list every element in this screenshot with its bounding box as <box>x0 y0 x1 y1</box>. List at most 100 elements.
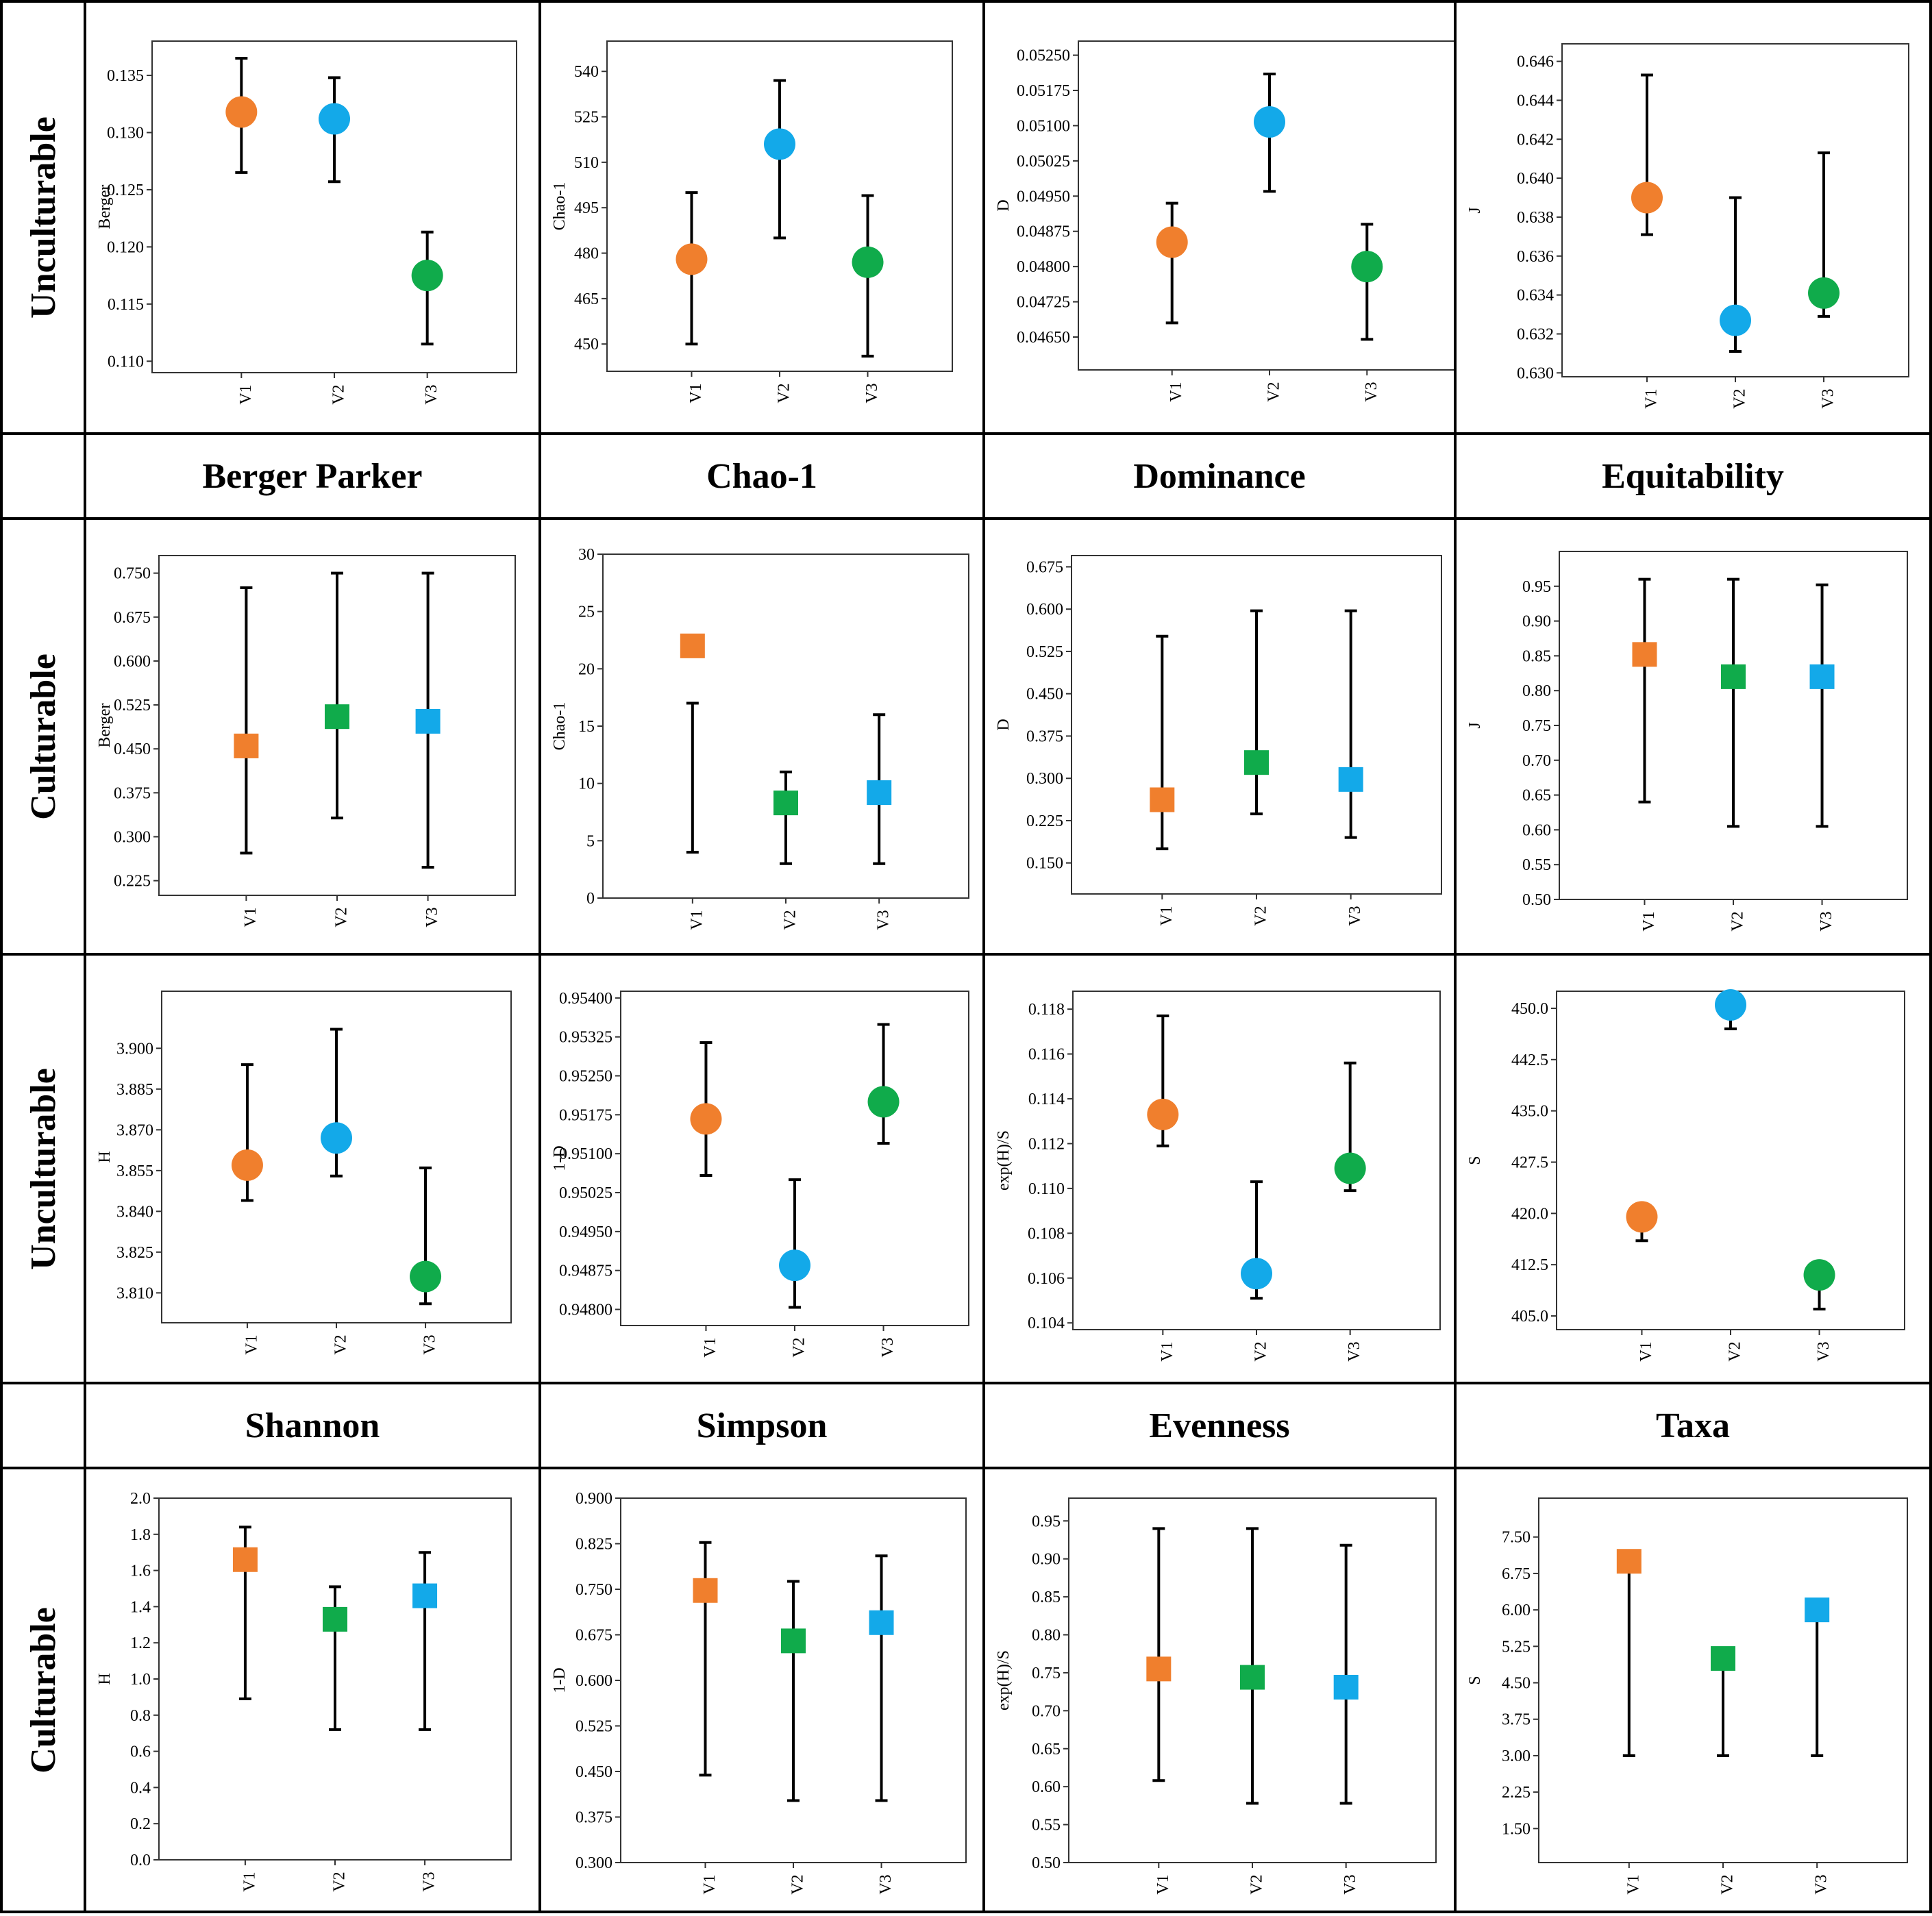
y-tick-label: 0.70 <box>1522 752 1551 770</box>
y-tick-label: 0.450 <box>1026 686 1063 704</box>
y-tick-label: 0.225 <box>1026 812 1063 830</box>
y-tick-label: 0.95100 <box>559 1145 612 1163</box>
y-tick-label: 495 <box>574 199 599 217</box>
y-tick-label: 7.50 <box>1502 1529 1531 1547</box>
chart-svg: 0.50 0.55 0.60 0.65 0.70 0.75 0.80 0.85 0.90 0.95… <box>1466 551 1908 932</box>
y-tick-label: 0.110 <box>1028 1180 1065 1198</box>
title-berger-parker: Berger Parker <box>84 432 541 520</box>
y-tick-label: 0.638 <box>1517 209 1554 227</box>
y-tick-label: 0.525 <box>1026 643 1063 661</box>
data-point-v2 <box>773 791 798 816</box>
y-axis-label: S <box>1466 1156 1484 1165</box>
data-point-v2 <box>319 103 350 135</box>
chart-panel-shannon-culturable: 0.0 0.2 0.4 0.6 0.8 1.0 1.2 1.4 1.6 1.8 2.0 H V1 V2 V3 <box>84 1467 541 1913</box>
data-point-v1 <box>225 96 258 128</box>
y-tick-label: 0.95175 <box>559 1106 612 1124</box>
data-point-v3 <box>1351 251 1383 283</box>
y-tick-label: 427.5 <box>1511 1154 1548 1171</box>
x-tick-label: V3 <box>423 384 441 404</box>
x-tick-label: V1 <box>1158 906 1176 925</box>
y-tick-label: 0.104 <box>1028 1315 1065 1332</box>
y-tick-label: 450.0 <box>1511 1000 1548 1018</box>
y-axis-label: D <box>995 199 1013 211</box>
y-tick-label: 0.05175 <box>1017 82 1070 100</box>
data-point-v3 <box>1334 1152 1366 1184</box>
chart-svg: 0.300 0.375 0.450 0.525 0.600 0.675 0.750 0.825… <box>551 1490 967 1895</box>
y-tick-label: 1.6 <box>130 1563 151 1580</box>
data-point-v3 <box>415 709 441 734</box>
data-point-v2 <box>1240 1665 1265 1690</box>
data-point-v2 <box>325 704 349 730</box>
chart-panel-taxa-unculturable: 405.0 412.5 420.0 427.5 435.0 442.5 450.0 S V1 V2… <box>1454 953 1932 1384</box>
data-point-v1 <box>234 733 259 758</box>
chart-svg: 0.150 0.225 0.300 0.375 0.450 0.525 0.600 0.675… <box>995 555 1442 926</box>
y-tick-label: 0.95250 <box>559 1068 612 1086</box>
title-equitability: Equitability <box>1454 432 1932 520</box>
y-tick-label: 0.644 <box>1517 92 1554 110</box>
x-tick-label: V3 <box>1346 906 1364 925</box>
row-label-cell-4: Culturable <box>0 1467 86 1913</box>
y-tick-label: 1.0 <box>130 1671 151 1689</box>
y-tick-label: 0.108 <box>1028 1225 1065 1243</box>
x-tick-label: V1 <box>701 1874 719 1894</box>
row-label-unculturable-2: Unculturable <box>23 1067 63 1270</box>
data-point-v1 <box>690 1103 722 1135</box>
y-tick-label: 0.600 <box>114 653 151 671</box>
y-tick-label: 0.60 <box>1522 821 1551 839</box>
y-tick-label: 0.85 <box>1522 647 1551 665</box>
y-tick-label: 3.825 <box>116 1244 153 1262</box>
data-point-v2 <box>1720 304 1751 336</box>
x-tick-label: V2 <box>782 910 800 930</box>
y-tick-label: 0.95 <box>1522 578 1551 596</box>
y-tick-label: 3.885 <box>116 1081 153 1099</box>
data-point-v2 <box>1721 664 1746 689</box>
chart-panel-shannon-unculturable: 3.810 3.825 3.840 3.855 3.870 3.885 3.900 H V1 V2… <box>84 953 541 1384</box>
y-tick-label: 0.55 <box>1522 856 1551 874</box>
chart-svg: 3.810 3.825 3.840 3.855 3.870 3.885 3.900 H V1 V2… <box>96 991 512 1355</box>
y-tick-label: 0.6 <box>130 1743 151 1761</box>
x-tick-label: V2 <box>1719 1874 1737 1894</box>
y-tick-label: 0.65 <box>1032 1741 1061 1758</box>
y-tick-label: 510 <box>574 154 599 172</box>
y-tick-label: 20 <box>578 660 595 678</box>
x-tick-label: V3 <box>1820 388 1837 408</box>
y-tick-label: 0.110 <box>108 353 144 371</box>
y-axis-label: S <box>1466 1676 1484 1684</box>
x-tick-label: V2 <box>1731 388 1749 408</box>
y-axis-label: Chao-1 <box>551 702 569 751</box>
data-point-v1 <box>1616 1549 1642 1574</box>
chart-panel-chao-1-culturable: 0 5 10 15 20 25 30 Chao-1 V1 V2 V3 <box>538 517 985 956</box>
data-point-v3 <box>1338 767 1363 792</box>
chart-panel-simpson-culturable: 0.300 0.375 0.450 0.525 0.600 0.675 0.750 0.825… <box>538 1467 985 1913</box>
data-point-v1 <box>693 1578 718 1603</box>
chart-svg: 0.630 0.632 0.634 0.636 0.638 0.640 0.642 0.644… <box>1466 43 1909 409</box>
chart-svg: 0.50 0.55 0.60 0.65 0.70 0.75 0.80 0.85 0.90 0.95… <box>995 1497 1437 1895</box>
y-axis-label: exp(H)/S <box>995 1130 1013 1191</box>
y-tick-label: 450 <box>574 336 599 353</box>
x-tick-label: V2 <box>1248 1874 1266 1894</box>
y-tick-label: 0.642 <box>1517 131 1554 149</box>
y-tick-label: 0.300 <box>1026 770 1063 788</box>
data-point-v2 <box>1711 1646 1735 1671</box>
y-tick-label: 0.95 <box>1032 1513 1061 1530</box>
chart-svg: 0.04650 0.04725 0.04800 0.04875 0.04950 0.050… <box>995 40 1459 402</box>
y-tick-label: 0.04950 <box>1017 188 1070 206</box>
y-tick-label: 480 <box>574 245 599 263</box>
y-tick-label: 3.810 <box>116 1284 153 1302</box>
y-tick-label: 0.525 <box>114 697 151 714</box>
data-point-v2 <box>323 1606 347 1632</box>
y-axis-label: D <box>995 719 1013 730</box>
x-tick-label: V1 <box>240 1871 258 1891</box>
blank-corner-2 <box>0 1382 86 1469</box>
data-point-v3 <box>1803 1259 1835 1291</box>
data-point-v3 <box>1333 1674 1359 1700</box>
y-tick-label: 0.50 <box>1522 891 1551 909</box>
plot-frame <box>1556 991 1905 1330</box>
y-tick-label: 0.75 <box>1522 717 1551 735</box>
y-tick-label: 0.4 <box>130 1779 151 1797</box>
data-point-v1 <box>1147 1098 1179 1130</box>
y-axis-label: H <box>96 1673 114 1684</box>
y-tick-label: 0 <box>586 890 595 908</box>
y-tick-label: 0.112 <box>1028 1135 1065 1153</box>
